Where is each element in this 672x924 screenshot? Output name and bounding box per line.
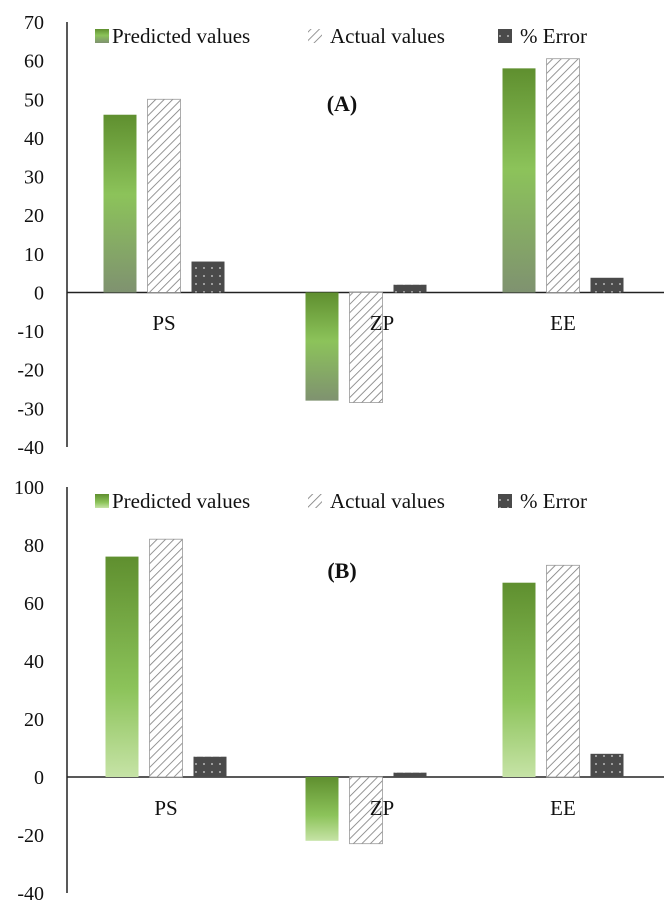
- y-tick-label: -10: [17, 321, 44, 343]
- legend-label-error: % Error: [520, 24, 587, 48]
- legend-label-actual: Actual values: [330, 24, 445, 48]
- panel-title: (B): [327, 558, 356, 583]
- legend-label-actual: Actual values: [330, 489, 445, 513]
- bar-actual-zp: [349, 776, 383, 845]
- y-tick-label: 80: [24, 535, 44, 557]
- chart-panel-a: 70 60 50 40 30 20 10 0 -10 -20 -30 -40 PS ZP EE (A) Pred…: [17, 12, 664, 459]
- y-tick-label: 40: [24, 128, 44, 150]
- bar-error-ps: [193, 756, 227, 777]
- bar-actual-ps: [147, 98, 181, 293]
- y-tick-label: 20: [24, 709, 44, 731]
- bar-predicted-ee: [502, 582, 536, 777]
- y-tick-label: 60: [24, 593, 44, 615]
- bar-error-zp: [393, 772, 427, 777]
- legend-label-predicted: Predicted values: [112, 24, 250, 48]
- category-label: EE: [550, 796, 576, 820]
- bar-actual-ee: [546, 564, 580, 778]
- bar-actual-ee: [546, 58, 580, 293]
- bar-error-ps: [191, 261, 225, 293]
- category-label: ZP: [370, 311, 395, 335]
- y-tick-label: 0: [34, 282, 44, 304]
- legend-swatch-predicted: [95, 494, 109, 508]
- bar-error-ee: [590, 753, 624, 777]
- y-tick-label: 70: [24, 12, 44, 34]
- y-tick-label: 100: [14, 477, 44, 499]
- category-label: EE: [550, 311, 576, 335]
- y-tick-label: 0: [34, 767, 44, 789]
- panel-title: (A): [327, 91, 358, 116]
- category-label: PS: [154, 796, 177, 820]
- bar-predicted-ps: [103, 114, 137, 293]
- legend-swatch-actual: [308, 29, 322, 43]
- legend-label-predicted: Predicted values: [112, 489, 250, 513]
- y-tick-label: -20: [17, 825, 44, 847]
- bar-predicted-zp: [305, 292, 339, 401]
- bar-predicted-zp: [305, 777, 339, 841]
- legend-label-error: % Error: [520, 489, 587, 513]
- y-tick-label: 30: [24, 167, 44, 189]
- y-tick-label: 20: [24, 205, 44, 227]
- legend-swatch-error: [498, 494, 512, 508]
- y-tick-label: 40: [24, 651, 44, 673]
- bar-error-zp: [393, 284, 427, 293]
- y-tick-label: -20: [17, 360, 44, 382]
- legend-swatch-actual: [308, 494, 322, 508]
- bar-predicted-ee: [502, 68, 536, 293]
- category-label: PS: [152, 311, 175, 335]
- legend-swatch-error: [498, 29, 512, 43]
- bar-actual-ps: [149, 538, 183, 778]
- chart-panel-b: 100 80 60 40 20 0 -20 -40 PS ZP EE (B) Predicted val…: [14, 477, 664, 905]
- bar-actual-zp: [349, 292, 383, 403]
- y-tick-label: -40: [17, 883, 44, 905]
- legend-swatch-predicted: [95, 29, 109, 43]
- y-tick-label: 10: [24, 244, 44, 266]
- y-tick-label: 50: [24, 89, 44, 111]
- y-tick-label: -40: [17, 437, 44, 459]
- y-tick-label: -30: [17, 398, 44, 420]
- category-label: ZP: [370, 796, 395, 820]
- y-tick-label: 60: [24, 51, 44, 73]
- bar-predicted-ps: [105, 556, 139, 777]
- bar-error-ee: [590, 277, 624, 293]
